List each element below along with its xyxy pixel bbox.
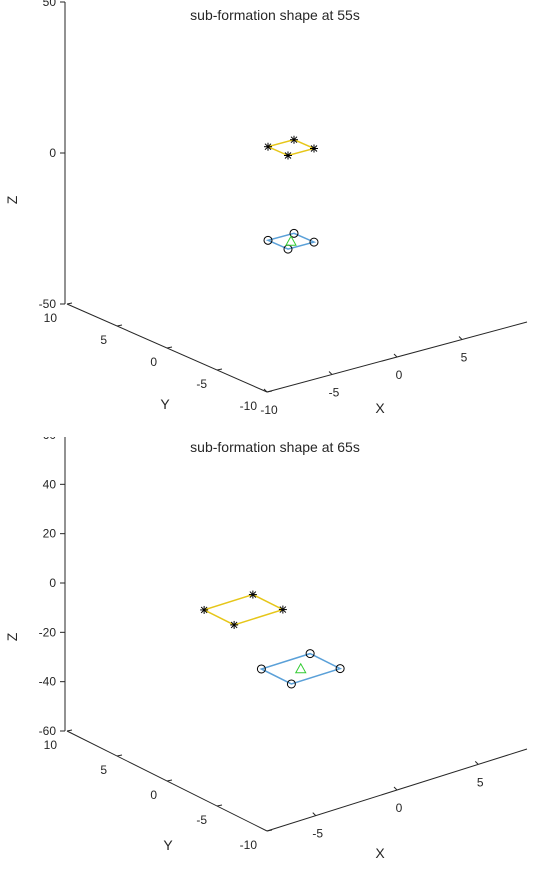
x-tick-mark bbox=[312, 812, 317, 816]
y-tick-mark bbox=[66, 729, 73, 732]
y-tick-mark bbox=[116, 324, 123, 327]
y-tick-mark bbox=[216, 368, 223, 371]
y-tick-mark bbox=[266, 829, 273, 832]
circle-marker bbox=[305, 649, 315, 659]
x-tick-label: 0 bbox=[396, 368, 403, 382]
z-tick-label: 0 bbox=[49, 146, 56, 160]
x-tick-mark bbox=[393, 786, 398, 791]
circle-marker bbox=[335, 664, 345, 674]
chart-panel-65s: sub-formation shape at 65s -5 0 5 -10 -5 0 5 10-… bbox=[0, 437, 550, 874]
x-tick-mark bbox=[393, 353, 398, 358]
asterisk-marker bbox=[264, 142, 272, 151]
circle-marker bbox=[289, 228, 299, 238]
y-tick-mark bbox=[266, 390, 273, 393]
z-tick-label: -40 bbox=[39, 675, 57, 689]
y-tick-mark bbox=[216, 804, 223, 807]
asterisk-marker bbox=[248, 590, 257, 599]
circle-marker bbox=[286, 679, 296, 689]
z-tick-label: 20 bbox=[43, 527, 57, 541]
x-tick-label: 5 bbox=[461, 351, 468, 365]
x-tick-mark bbox=[328, 371, 333, 375]
z-tick-label: 60 bbox=[43, 437, 57, 442]
z-axis-label: Z bbox=[4, 195, 20, 204]
y-tick-label: -10 bbox=[240, 399, 258, 413]
chart-svg-65s: sub-formation shape at 65s-505-10-50510-… bbox=[4, 437, 528, 861]
asterisk-marker bbox=[278, 605, 287, 614]
y-tick-mark bbox=[66, 302, 73, 305]
x-tick-label: -5 bbox=[329, 386, 340, 400]
y-tick-mark bbox=[166, 779, 173, 782]
z-tick-label: 50 bbox=[43, 0, 57, 9]
y-tick-label: -5 bbox=[196, 377, 207, 391]
y-tick-label: 10 bbox=[44, 311, 58, 325]
asterisk-marker bbox=[200, 605, 209, 614]
z-tick-label: 0 bbox=[49, 576, 56, 590]
x-tick-mark bbox=[458, 336, 463, 340]
x-tick-label: 5 bbox=[477, 775, 484, 789]
asterisk-marker bbox=[310, 144, 318, 153]
x-axis-label: X bbox=[375, 845, 385, 861]
circle-marker bbox=[263, 235, 273, 245]
formation-outline-asterisk bbox=[202, 593, 285, 626]
x-tick-label: 0 bbox=[396, 801, 403, 815]
z-tick-label: -20 bbox=[39, 625, 57, 639]
y-tick-label: 0 bbox=[150, 355, 157, 369]
z-tick-label: -60 bbox=[39, 724, 57, 738]
z-tick-label: 40 bbox=[43, 477, 57, 491]
x-tick-mark bbox=[474, 761, 479, 765]
y-tick-mark bbox=[166, 346, 173, 349]
chart-panel-55s: sub-formation shape at 55s -10 -5 0 5 -10 -5 0 5… bbox=[4, 0, 528, 417]
y-tick-mark bbox=[116, 754, 123, 757]
y-tick-label: 10 bbox=[44, 738, 58, 752]
z-tick-label: -50 bbox=[39, 297, 57, 311]
y-axis-label: Y bbox=[163, 837, 173, 853]
y-tick-label: 0 bbox=[150, 788, 157, 802]
chart-title: sub-formation shape at 55s bbox=[190, 7, 360, 23]
triangle-marker bbox=[294, 662, 307, 674]
circle-marker bbox=[309, 237, 319, 247]
triangle-marker bbox=[285, 235, 297, 246]
y-tick-label: 5 bbox=[100, 763, 107, 777]
chart-svg-55s: sub-formation shape at 55s-10-505-10-505… bbox=[4, 0, 528, 417]
x-tick-label: -10 bbox=[260, 403, 278, 417]
y-axis-label: Y bbox=[160, 396, 170, 412]
y-tick-label: -5 bbox=[196, 813, 207, 827]
asterisk-marker bbox=[230, 620, 239, 629]
asterisk-marker bbox=[284, 151, 292, 160]
z-axis-label: Z bbox=[4, 632, 20, 641]
y-tick-label: -10 bbox=[240, 838, 258, 852]
y-tick-label: 5 bbox=[100, 333, 107, 347]
asterisk-marker bbox=[290, 135, 298, 144]
formation-outline-circle bbox=[259, 652, 343, 685]
formation-outline-circle bbox=[265, 232, 317, 250]
x-tick-label: -5 bbox=[312, 827, 323, 841]
circle-marker bbox=[256, 664, 266, 674]
x-tick-mark bbox=[263, 388, 268, 393]
chart-title: sub-formation shape at 65s bbox=[190, 439, 360, 455]
x-axis-label: X bbox=[375, 400, 385, 416]
